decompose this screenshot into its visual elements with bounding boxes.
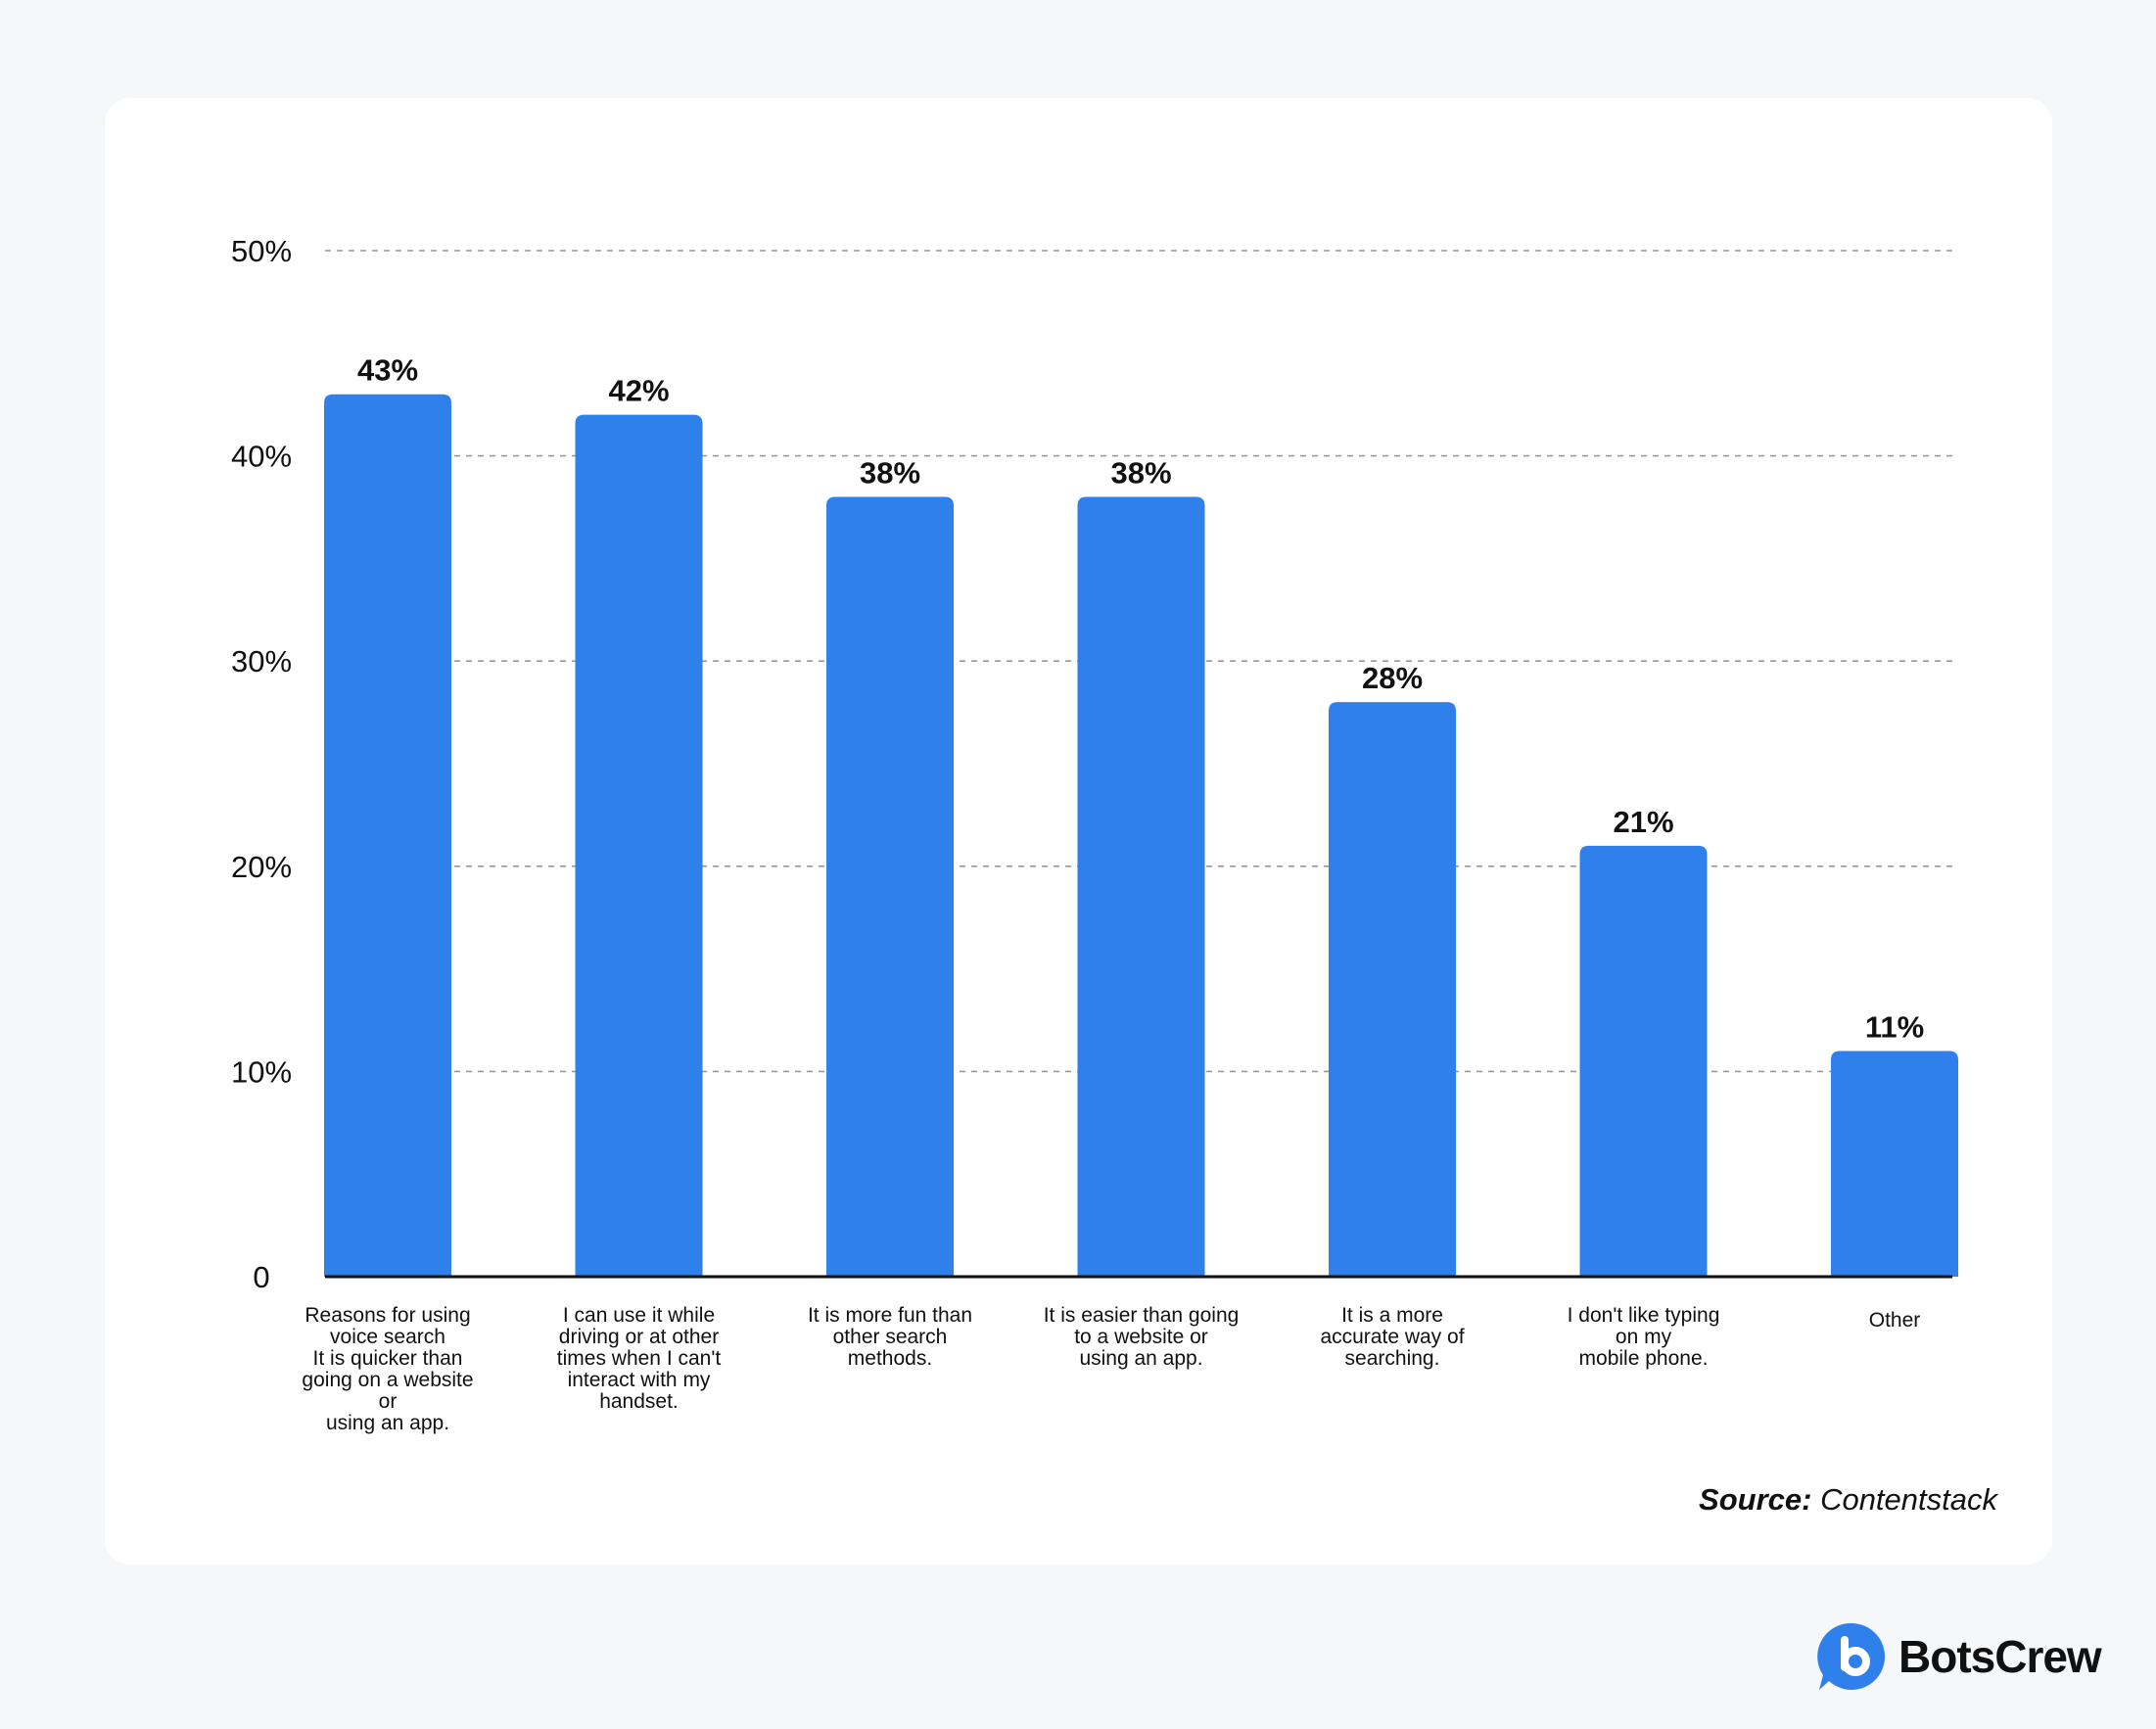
category-label: Reasons for using voice search It is quick… <box>302 1304 473 1434</box>
category-label: It is more fun than other search methods. <box>808 1304 972 1370</box>
bar-value-label: 21% <box>1613 805 1673 839</box>
bar-value-label: 38% <box>860 456 920 491</box>
bar-chart: 0 10% 20% 30% 40% 50% 43% Reasons for using voic… <box>231 234 1958 1434</box>
bar <box>324 394 451 1278</box>
bar-value-label: 42% <box>608 374 669 408</box>
category-label: It is easier than going to a website or us… <box>1044 1304 1240 1370</box>
brand-name: BotsCrew <box>1898 1631 2102 1682</box>
bar <box>1329 702 1456 1277</box>
y-tick-label: 50% <box>231 234 292 268</box>
y-tick-label: 30% <box>231 644 292 678</box>
bar-value-label: 43% <box>357 353 418 388</box>
y-tick-label: 20% <box>231 850 292 884</box>
source-note: Source: Contentstack <box>1699 1482 1997 1518</box>
source-name: Contentstack <box>1820 1482 1997 1517</box>
y-tick-label: 0 <box>253 1260 269 1294</box>
category-label: I can use it while driving or at other tim… <box>557 1304 722 1413</box>
botscrew-b-logo-icon <box>1817 1622 1886 1690</box>
y-tick-label: 40% <box>231 440 292 474</box>
bar-value-label: 38% <box>1110 456 1171 491</box>
category-label: It is a more accurate way of searching. <box>1320 1304 1464 1370</box>
brand-logo[interactable]: BotsCrew <box>1816 1620 2102 1693</box>
bar-value-label: 28% <box>1362 661 1423 695</box>
bar <box>1077 496 1205 1277</box>
bar <box>826 496 954 1277</box>
category-label: I don't like typing on my mobile phone. <box>1568 1304 1720 1370</box>
y-tick-label: 10% <box>231 1054 292 1089</box>
chart-card: 0 10% 20% 30% 40% 50% 43% Reasons for using voic… <box>105 98 2052 1565</box>
bar <box>1831 1051 1958 1277</box>
category-label: Other <box>1869 1309 1921 1332</box>
bar <box>575 414 703 1277</box>
bar-value-label: 11% <box>1865 1009 1924 1044</box>
bar <box>1579 845 1708 1277</box>
source-label: Source: <box>1699 1482 1812 1517</box>
